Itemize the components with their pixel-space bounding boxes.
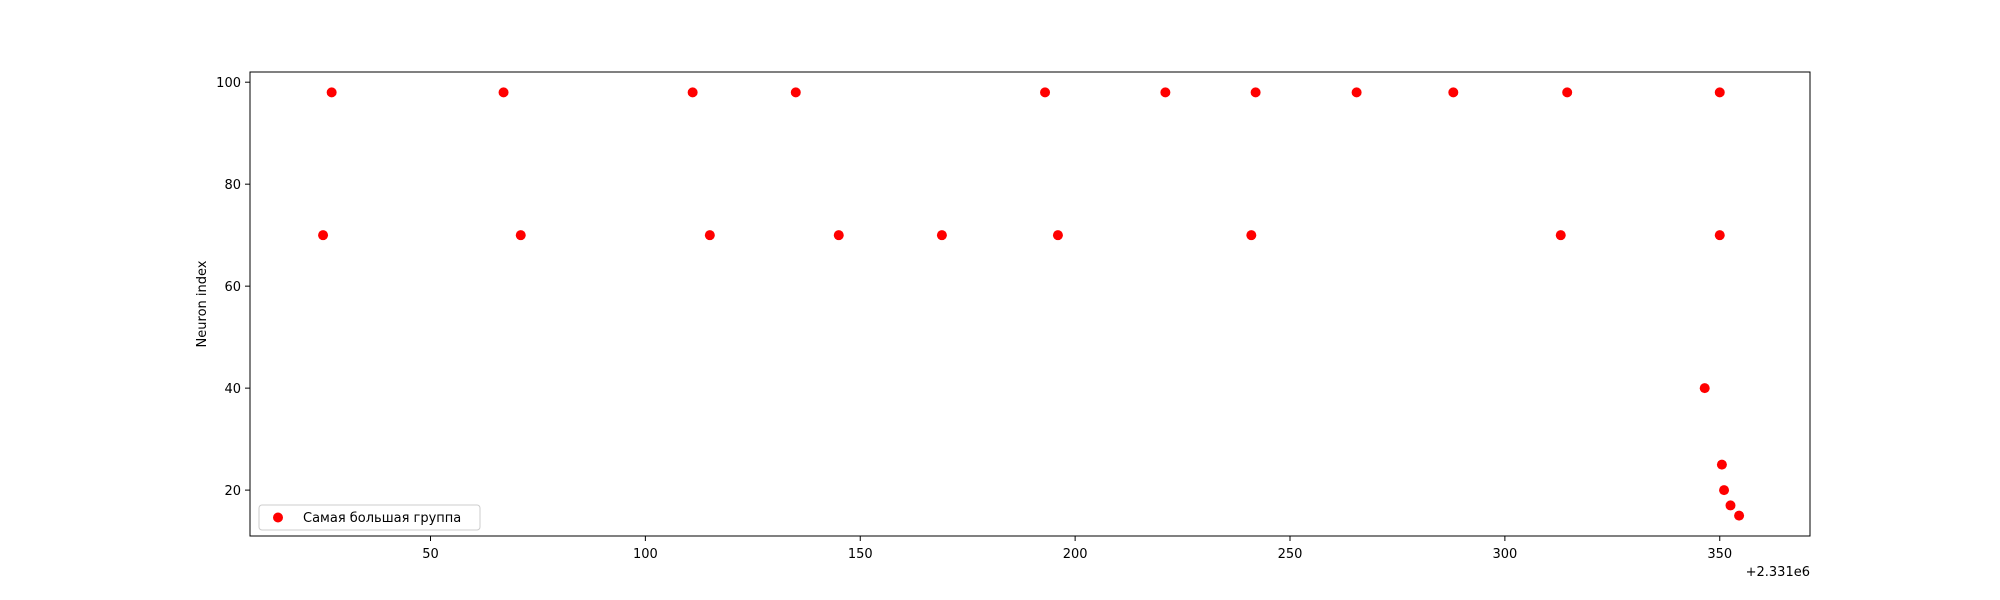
data-point [1052, 230, 1063, 241]
data-point [1714, 87, 1725, 98]
x-axis-ticks: 50 100 150 200 250 300 350 [422, 536, 1732, 562]
x-tick-label: 250 [1278, 547, 1303, 562]
data-point [1555, 230, 1566, 241]
data-point [1351, 87, 1362, 98]
y-tick-label: 20 [224, 484, 241, 499]
y-tick-label: 80 [224, 178, 241, 193]
data-point [1448, 87, 1459, 98]
y-tick-label: 40 [224, 382, 241, 397]
x-tick-label: 150 [848, 547, 873, 562]
y-axis-ticks: 20 40 60 80 100 [216, 76, 250, 499]
data-point [833, 230, 844, 241]
data-point [1716, 459, 1727, 470]
data-point [687, 87, 698, 98]
data-point [1040, 87, 1051, 98]
data-point [515, 230, 526, 241]
data-point [1250, 87, 1261, 98]
x-tick-label: 300 [1492, 547, 1517, 562]
data-point [498, 87, 509, 98]
data-point [790, 87, 801, 98]
legend-label: Самая большая группа [303, 511, 461, 526]
data-point [1562, 87, 1573, 98]
y-tick-label: 100 [216, 76, 241, 91]
data-point [1714, 230, 1725, 241]
x-tick-label: 100 [633, 547, 658, 562]
data-point [1725, 500, 1736, 511]
data-point [1160, 87, 1171, 98]
y-tick-label: 60 [224, 280, 241, 295]
plot-area [249, 71, 1811, 537]
points-layer [318, 87, 1745, 521]
data-point [326, 87, 337, 98]
data-point [1719, 485, 1730, 496]
data-point [1734, 510, 1745, 521]
data-point [704, 230, 715, 241]
legend-frame [258, 504, 481, 531]
data-point [318, 230, 329, 241]
data-point [936, 230, 947, 241]
legend-marker [273, 512, 283, 523]
x-tick-label: 200 [1063, 547, 1088, 562]
data-point [1699, 383, 1710, 394]
x-axis-offset-label: +2.331e6 [1746, 565, 1810, 580]
data-point [1246, 230, 1257, 241]
x-tick-label: 50 [422, 547, 439, 562]
x-tick-label: 350 [1707, 547, 1732, 562]
y-axis-label: Neuron index [195, 260, 210, 347]
legend: Самая большая группа [258, 504, 481, 531]
